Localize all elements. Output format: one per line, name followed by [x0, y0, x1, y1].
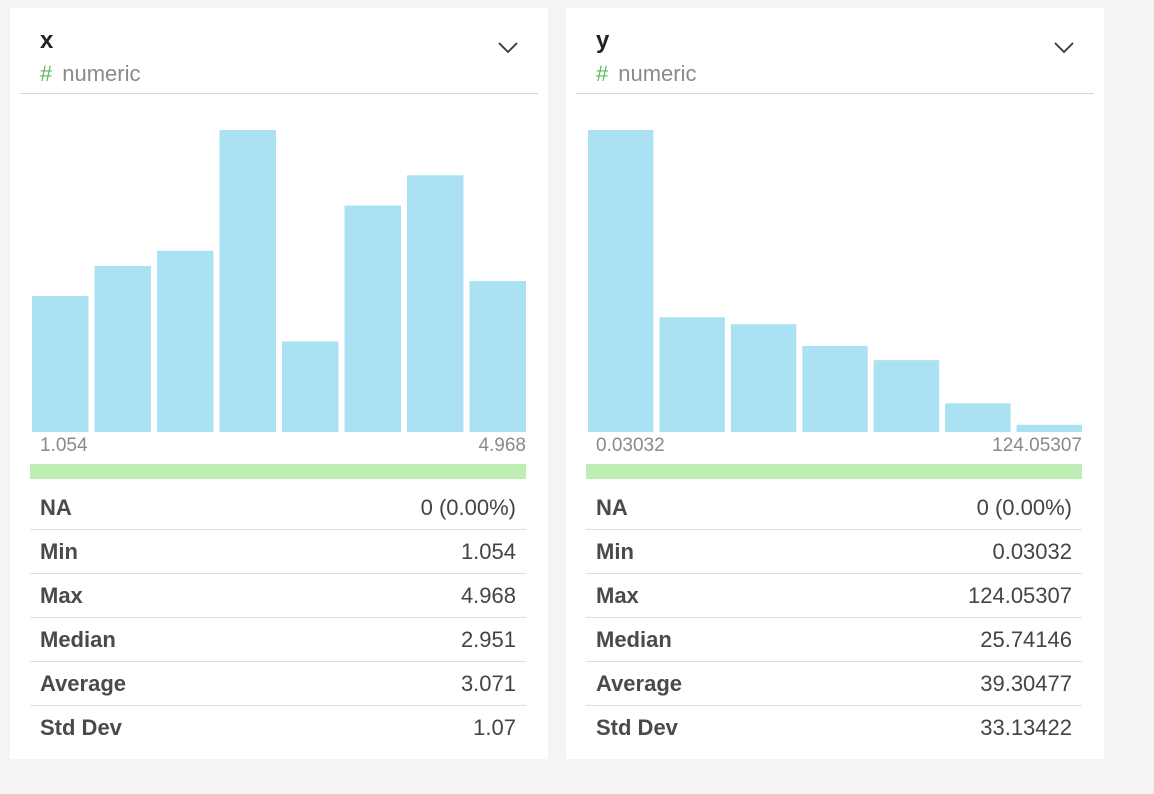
histogram-bar[interactable] [407, 175, 464, 432]
histogram-bar[interactable] [873, 360, 940, 432]
stat-row-min: Min 1.054 [30, 530, 526, 574]
histogram-bar[interactable] [469, 281, 527, 432]
stat-row-std-dev: Std Dev 33.13422 [586, 706, 1082, 749]
chevron-down-icon[interactable] [498, 41, 518, 55]
chevron-down-icon[interactable] [1054, 41, 1074, 55]
stat-row-na: NA 0 (0.00%) [30, 486, 526, 530]
column-type: # numeric [596, 61, 697, 87]
stat-value: 2.951 [460, 627, 516, 652]
stat-row-average: Average 3.071 [30, 662, 526, 706]
histogram-bar[interactable] [157, 250, 214, 432]
column-type-label: numeric [618, 61, 697, 86]
histogram-bar[interactable] [94, 265, 152, 432]
histogram-bar[interactable] [945, 403, 1011, 432]
valid-values-bar [586, 464, 1082, 479]
column-header: y # numeric [576, 8, 1094, 94]
stat-value: 33.13422 [980, 715, 1072, 740]
histogram-bar[interactable] [219, 130, 277, 432]
valid-values-bar [30, 464, 526, 479]
column-type: # numeric [40, 61, 141, 87]
stat-label: Std Dev [596, 715, 678, 740]
stat-label: Std Dev [40, 715, 122, 740]
histogram-bar[interactable] [802, 345, 868, 432]
stat-row-median: Median 25.74146 [586, 618, 1082, 662]
stat-value: 39.30477 [980, 671, 1072, 696]
range-min-label: 0.03032 [596, 435, 665, 456]
stat-value: 124.05307 [968, 583, 1072, 608]
stat-label: NA [596, 495, 628, 520]
stat-label: Max [596, 583, 639, 608]
histogram-bar[interactable] [588, 130, 654, 432]
stat-label: Max [40, 583, 83, 608]
stat-label: Average [596, 671, 683, 696]
stat-value: 3.071 [460, 671, 516, 696]
hash-icon: # [596, 61, 609, 86]
histogram-bar[interactable] [344, 205, 402, 433]
stat-label: NA [40, 495, 72, 520]
range-max-label: 124.05307 [992, 435, 1082, 456]
stat-label: Min [40, 539, 78, 564]
stat-label: Median [40, 627, 116, 652]
stats-table: NA 0 (0.00%) Min 0.03032 Max 124.05307 M… [586, 486, 1082, 749]
stat-label: Min [596, 539, 634, 564]
stat-value: 0 (0.00%) [976, 495, 1072, 520]
stat-label: Average [40, 671, 127, 696]
column-header: x # numeric [20, 8, 538, 94]
range-max-label: 4.968 [478, 435, 526, 456]
histogram-bar[interactable] [282, 341, 339, 432]
stat-row-median: Median 2.951 [30, 618, 526, 662]
column-card-x: x # numeric 1.054 4.968 NA 0 (0.00%) Min … [10, 8, 548, 759]
stat-label: Median [596, 627, 672, 652]
stat-value: 0.03032 [992, 539, 1072, 564]
stat-row-max: Max 4.968 [30, 574, 526, 618]
stat-row-min: Min 0.03032 [586, 530, 1082, 574]
column-name: x [40, 27, 54, 54]
column-name: y [596, 27, 610, 54]
stat-row-std-dev: Std Dev 1.07 [30, 706, 526, 749]
range-min-label: 1.054 [40, 435, 88, 456]
stat-value: 4.968 [460, 583, 516, 608]
stat-value: 1.054 [460, 539, 516, 564]
hash-icon: # [40, 61, 53, 86]
histogram-bar[interactable] [1016, 424, 1082, 432]
histogram-bar[interactable] [32, 296, 89, 432]
histogram-bar[interactable] [730, 324, 797, 432]
histogram-bar[interactable] [659, 317, 725, 432]
stat-row-average: Average 39.30477 [586, 662, 1082, 706]
stat-value: 0 (0.00%) [420, 495, 516, 520]
column-type-label: numeric [62, 61, 141, 86]
stat-value: 1.07 [473, 715, 516, 740]
stat-row-na: NA 0 (0.00%) [586, 486, 1082, 530]
stats-table: NA 0 (0.00%) Min 1.054 Max 4.968 Median … [30, 486, 526, 749]
column-card-y: y # numeric 0.03032 124.05307 NA 0 (0.00%… [566, 8, 1104, 759]
stat-row-max: Max 124.05307 [586, 574, 1082, 618]
histogram [32, 130, 527, 433]
histogram [588, 130, 1082, 432]
stat-value: 25.74146 [980, 627, 1072, 652]
